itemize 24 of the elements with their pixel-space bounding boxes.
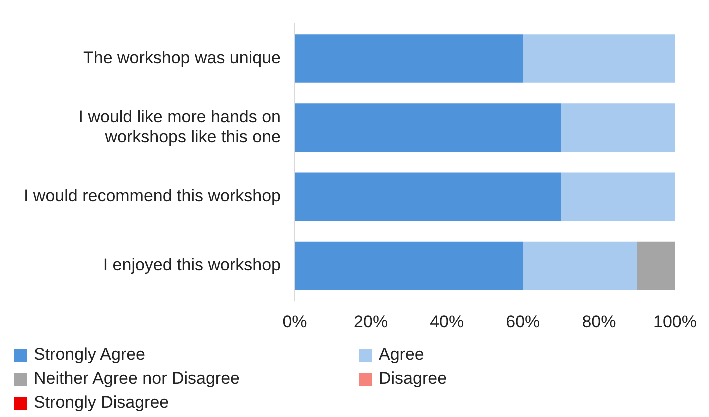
legend-label: Strongly Agree <box>34 345 146 365</box>
y-tick-label: I would recommend this workshop <box>24 186 281 206</box>
legend-label: Disagree <box>379 369 448 389</box>
bar <box>637 242 676 290</box>
bar <box>295 104 562 152</box>
bar <box>295 172 562 222</box>
x-tick-label: 40% <box>430 312 464 332</box>
bar <box>561 172 676 222</box>
x-tick-label: 20% <box>354 312 388 332</box>
bar <box>295 242 524 290</box>
x-tick-label: 0% <box>282 312 308 332</box>
legend-label: Agree <box>379 345 424 365</box>
y-tick-label: I would like more hands on workshops like this one <box>78 107 281 147</box>
x-tick-label: 60% <box>506 312 540 332</box>
legend-label: Neither Agree nor Disagree <box>34 369 240 389</box>
legend-label: Strongly Disagree <box>34 393 170 413</box>
y-tick-label: The workshop was unique <box>83 48 281 68</box>
y-tick-label: I enjoyed this workshop <box>103 256 281 275</box>
x-tick-label: 80% <box>582 312 616 332</box>
bar <box>523 34 676 83</box>
bar <box>295 34 524 83</box>
x-tick-label: 100% <box>654 312 697 332</box>
bar <box>523 242 638 290</box>
bar <box>561 104 676 152</box>
